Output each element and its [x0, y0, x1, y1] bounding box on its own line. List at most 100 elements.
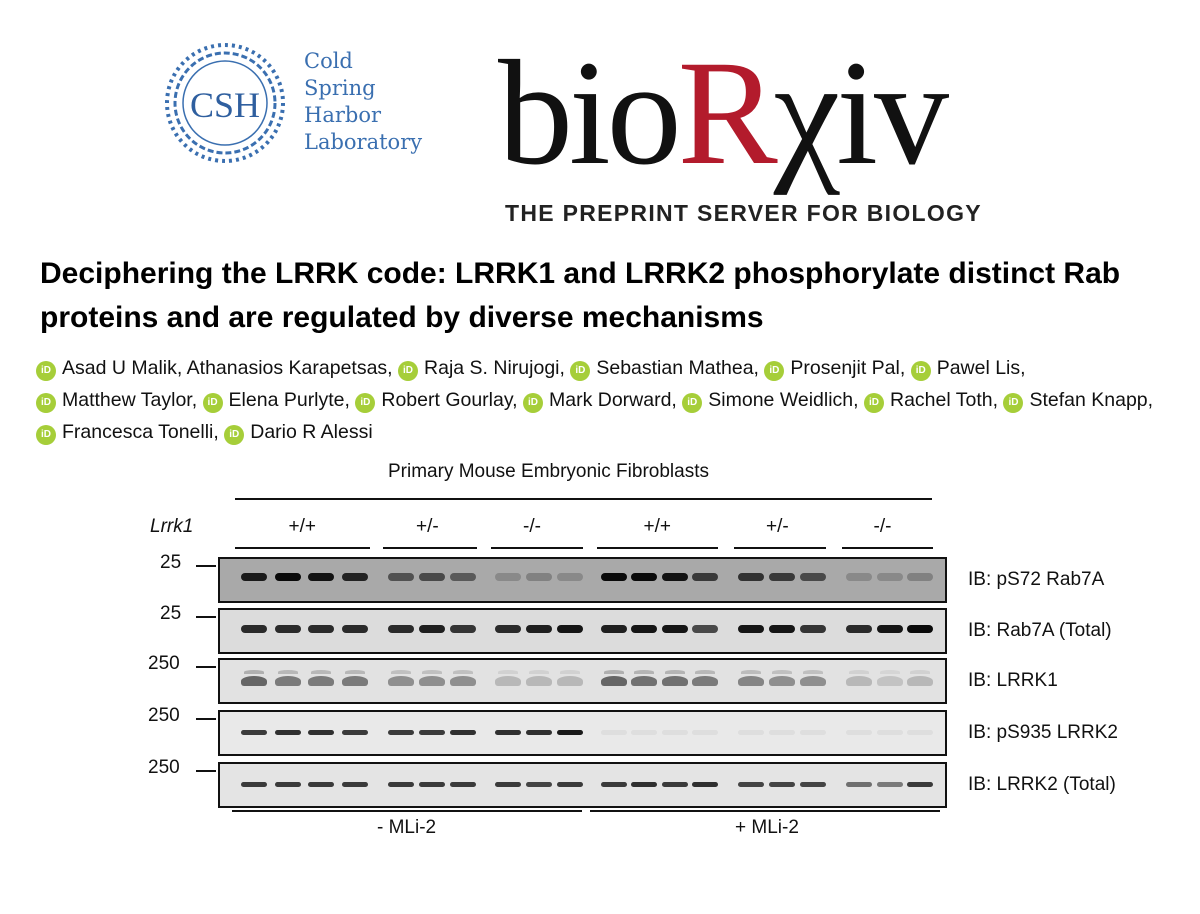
- blot-band: [601, 782, 628, 787]
- blot-band: [495, 676, 522, 686]
- blot-band: [556, 625, 583, 633]
- blot-band: [274, 625, 301, 633]
- blot-band: [601, 730, 628, 735]
- blot-band: [274, 676, 301, 686]
- western-blot-figure: Primary Mouse Embryonic Fibroblasts Lrrk…: [0, 450, 1200, 850]
- author-item: iD Mark Dorward,: [523, 389, 677, 413]
- blot-band: [631, 730, 658, 735]
- blot-band: [274, 730, 301, 735]
- blot-band: [738, 625, 765, 633]
- author-item: iD Simone Weidlich,: [682, 389, 859, 413]
- orcid-icon[interactable]: iD: [355, 393, 376, 413]
- orcid-icon[interactable]: iD: [202, 393, 223, 413]
- blot-band: [342, 730, 369, 735]
- author-name: Robert Gourlay,: [381, 389, 518, 411]
- orcid-icon[interactable]: iD: [682, 393, 703, 413]
- blot-band: [661, 782, 688, 787]
- author-name: Simone Weidlich,: [708, 389, 859, 411]
- blot-band: [240, 625, 267, 633]
- genotype-label-3: -/-: [523, 516, 541, 537]
- orcid-icon[interactable]: iD: [864, 393, 884, 413]
- genotype-group-line: [491, 547, 583, 549]
- blot-band: [876, 782, 903, 787]
- blot-band: [906, 782, 933, 787]
- csh-line-1: Cold: [304, 49, 353, 73]
- blot-band: [308, 730, 335, 735]
- orcid-icon[interactable]: iD: [764, 361, 785, 381]
- mw-marker-tick: [196, 718, 216, 720]
- genotype-label-2: +/-: [416, 516, 439, 537]
- author-item: iD Sebastian Mathea,: [570, 357, 759, 381]
- genotype-label-1: +/+: [288, 516, 316, 537]
- mw-marker-tick: [196, 565, 216, 567]
- blot-band: [846, 573, 873, 581]
- blot-band: [556, 573, 583, 581]
- blot-band: [342, 625, 369, 633]
- blot-band: [601, 625, 628, 633]
- blot-band: [906, 730, 933, 735]
- orcid-icon[interactable]: iD: [36, 425, 56, 445]
- blot-band: [556, 730, 583, 735]
- blot-panel: [218, 710, 947, 756]
- treatment-group-line: [232, 810, 582, 812]
- author-item: Athanasios Karapetsas,: [187, 357, 393, 379]
- orcid-icon[interactable]: iD: [570, 361, 591, 381]
- blot-band: [342, 782, 369, 787]
- blot-band: [769, 782, 795, 787]
- author-item: iD Elena Purlyte,: [202, 389, 350, 413]
- orcid-icon[interactable]: iD: [910, 361, 931, 381]
- blot-band: [799, 730, 826, 735]
- blot-band: [661, 625, 688, 633]
- blot-band: [419, 782, 445, 787]
- genotype-label-5: +/-: [766, 516, 789, 537]
- blot-band: [450, 625, 477, 633]
- blot-band: [799, 676, 826, 686]
- blot-band: [846, 676, 873, 686]
- biorxiv-prefix: bio: [498, 30, 682, 196]
- biorxiv-tagline: THE PREPRINT SERVER FOR BIOLOGY: [505, 200, 982, 226]
- blot-band: [308, 676, 335, 686]
- blot-band: [661, 573, 688, 581]
- mw-marker-tick: [196, 666, 216, 668]
- author-item: iD Raja S. Nirujogi,: [398, 357, 565, 381]
- blot-band: [387, 625, 414, 633]
- author-name: Pawel Lis,: [936, 357, 1026, 379]
- orcid-icon[interactable]: iD: [36, 361, 56, 381]
- csh-line-2: Spring: [304, 76, 376, 100]
- genotype-group-line: [597, 547, 718, 549]
- blot-band: [526, 676, 552, 686]
- blot-band: [495, 730, 522, 735]
- mw-marker-tick: [196, 616, 216, 618]
- blot-band: [450, 573, 477, 581]
- blot-band: [274, 782, 301, 787]
- blot-band: [450, 676, 477, 686]
- blot-band: [769, 676, 795, 686]
- blot-band: [738, 573, 765, 581]
- author-item: iD Stefan Knapp,: [1003, 389, 1153, 413]
- orcid-icon[interactable]: iD: [224, 425, 245, 445]
- blot-band: [495, 782, 522, 787]
- blot-band: [450, 782, 477, 787]
- author-item: iD Matthew Taylor,: [36, 389, 197, 413]
- blot-band: [691, 625, 718, 633]
- orcid-icon[interactable]: iD: [523, 393, 543, 413]
- blot-band: [631, 573, 658, 581]
- blot-band: [240, 676, 267, 686]
- orcid-icon[interactable]: iD: [1003, 393, 1024, 413]
- genotype-group-line: [383, 547, 477, 549]
- orcid-icon[interactable]: iD: [36, 393, 56, 413]
- csh-helix-icon: [165, 43, 285, 163]
- blot-band: [906, 676, 933, 686]
- author-item: iD Rachel Toth,: [864, 389, 998, 413]
- orcid-icon[interactable]: iD: [398, 361, 419, 381]
- blot-band: [846, 625, 873, 633]
- blot-band: [631, 625, 658, 633]
- biorxiv-suffix: χiv: [773, 30, 949, 196]
- blot-band: [342, 573, 369, 581]
- blot-band: [495, 625, 522, 633]
- author-name: Mark Dorward,: [549, 389, 677, 411]
- biorxiv-r: R: [677, 30, 778, 196]
- csh-line-4: Laboratory: [304, 130, 423, 154]
- blot-band: [556, 676, 583, 686]
- author-item: iD Dario R Alessi: [224, 421, 373, 445]
